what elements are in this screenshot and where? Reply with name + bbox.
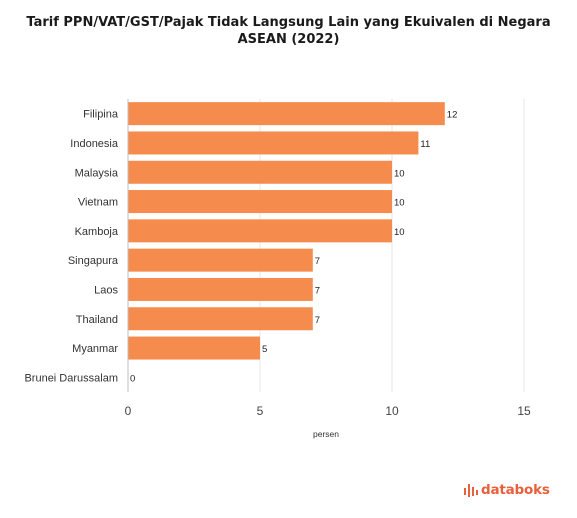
- brand-name: databoks: [481, 482, 550, 498]
- data-label: 12: [447, 110, 458, 121]
- bar: [128, 131, 419, 155]
- x-tick-label: 0: [125, 404, 132, 418]
- y-tick-label: Kamboja: [75, 226, 119, 238]
- bar: [128, 248, 313, 272]
- y-tick-label: Laos: [94, 284, 118, 296]
- chart-title-line-1: Tarif PPN/VAT/GST/Pajak Tidak Langsung L…: [26, 15, 551, 30]
- data-label: 0: [130, 373, 135, 384]
- y-tick-label: Filipina: [83, 109, 119, 121]
- data-label: 5: [262, 344, 267, 355]
- y-tick-label: Indonesia: [70, 138, 119, 150]
- data-label: 11: [420, 139, 430, 150]
- databoks-bars-icon: [464, 484, 478, 497]
- bar: [128, 277, 313, 301]
- chart-title-line-2: ASEAN (2022): [237, 32, 340, 47]
- chart-title: Tarif PPN/VAT/GST/Pajak Tidak Langsung L…: [0, 14, 577, 48]
- bar: [128, 190, 392, 214]
- data-label: 7: [315, 285, 320, 296]
- bar: [128, 102, 445, 126]
- x-tick-label: 10: [385, 404, 399, 418]
- y-tick-label: Brunei Darussalam: [24, 372, 118, 384]
- data-label: 10: [394, 168, 405, 179]
- data-label: 7: [315, 256, 320, 267]
- x-tick-label: 15: [517, 404, 531, 418]
- bar: [128, 307, 313, 331]
- data-label: 7: [315, 315, 320, 326]
- y-tick-label: Myanmar: [72, 343, 118, 355]
- bar: [128, 160, 392, 184]
- data-label: 10: [394, 227, 405, 238]
- y-tick-label: Thailand: [76, 314, 118, 326]
- databoks-logo: databoks: [464, 480, 550, 500]
- y-tick-label: Singapura: [68, 255, 119, 267]
- bar: [128, 219, 392, 243]
- x-axis-title: persen: [313, 429, 339, 439]
- y-tick-label: Malaysia: [75, 167, 119, 179]
- y-tick-label: Vietnam: [78, 197, 118, 209]
- bar: [128, 336, 260, 360]
- x-tick-label: 5: [257, 404, 264, 418]
- data-label: 10: [394, 198, 405, 209]
